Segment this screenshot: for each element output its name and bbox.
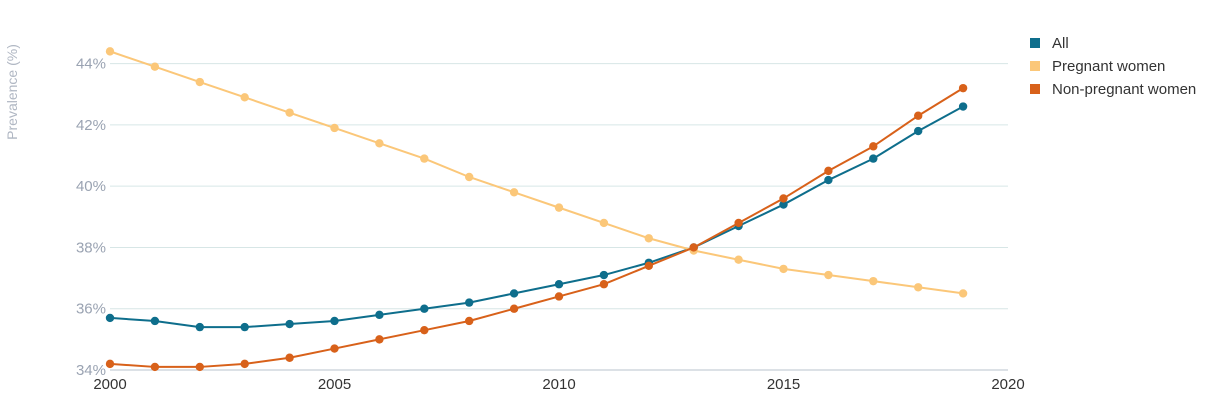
data-point-non-pregnant-women [509, 304, 519, 313]
data-point-pregnant-women [420, 154, 429, 163]
data-point-non-pregnant-women [420, 325, 429, 335]
data-point-non-pregnant-women [240, 359, 249, 369]
data-point-all [554, 280, 564, 289]
data-point-all [599, 270, 609, 280]
series-non-pregnant-women [105, 83, 968, 372]
series-line-pregnant-women [109, 50, 964, 295]
data-point-pregnant-women [958, 289, 968, 298]
data-point-non-pregnant-women [554, 292, 564, 301]
legend-label: All [1052, 35, 1069, 52]
data-point-non-pregnant-women [734, 218, 743, 228]
x-tick-label: 2015 [767, 376, 800, 393]
data-point-non-pregnant-women [689, 243, 698, 252]
data-point-non-pregnant-women [599, 280, 609, 289]
data-point-pregnant-women [599, 218, 609, 228]
legend-swatch [1030, 38, 1040, 48]
legend-label: Pregnant women [1052, 58, 1165, 75]
legend-swatch [1030, 84, 1040, 94]
data-point-pregnant-women [375, 139, 384, 148]
x-tick-label: 2020 [991, 376, 1024, 393]
data-point-all [150, 316, 160, 326]
y-tick-label: 44% [76, 56, 106, 73]
data-point-non-pregnant-women [465, 316, 474, 326]
data-point-non-pregnant-women [958, 83, 968, 93]
data-point-pregnant-women [824, 270, 833, 280]
series-group [105, 47, 968, 372]
gridlines [110, 63, 1008, 310]
data-point-non-pregnant-women [150, 362, 160, 372]
series-pregnant-women [105, 47, 968, 298]
data-point-pregnant-women [150, 62, 160, 71]
data-point-all [958, 102, 968, 111]
y-tick-label: 36% [76, 301, 106, 318]
y-axis-label: Prevalence (%) [4, 44, 20, 140]
x-tick-label: 2005 [318, 376, 351, 393]
data-point-all [420, 304, 429, 313]
y-tick-label: 38% [76, 239, 106, 256]
y-tick-label: 34% [76, 362, 106, 379]
legend: All Pregnant women Non-pregnant women [1030, 35, 1196, 98]
data-point-non-pregnant-women [779, 194, 788, 203]
data-point-all [914, 126, 923, 136]
data-point-non-pregnant-women [644, 261, 653, 271]
data-point-non-pregnant-women [285, 353, 294, 362]
data-point-all [509, 289, 519, 298]
series-all [105, 102, 968, 332]
data-point-non-pregnant-women [195, 362, 204, 372]
data-point-non-pregnant-women [824, 166, 833, 176]
data-point-pregnant-women [195, 77, 204, 87]
data-point-pregnant-women [509, 188, 519, 197]
x-axis-ticks: 2000 2005 2010 2015 2020 [93, 376, 1024, 393]
data-point-pregnant-women [465, 172, 474, 182]
data-point-non-pregnant-women [330, 344, 339, 353]
data-point-non-pregnant-women [914, 111, 923, 120]
y-tick-label: 42% [76, 117, 106, 134]
series-line-non-pregnant-women [109, 87, 964, 368]
data-point-pregnant-women [914, 283, 923, 292]
data-point-non-pregnant-women [375, 335, 384, 344]
x-tick-label: 2010 [542, 376, 575, 393]
data-point-all [375, 310, 384, 320]
x-tick-label: 2000 [93, 376, 126, 393]
y-tick-label: 40% [76, 178, 106, 195]
y-axis-ticks: 34% 36% 38% 40% 42% 44% [76, 56, 106, 379]
data-point-pregnant-women [644, 234, 653, 243]
data-point-all [465, 298, 474, 307]
data-point-all [105, 313, 115, 323]
data-point-non-pregnant-women [869, 142, 878, 151]
data-point-pregnant-women [734, 255, 743, 264]
data-point-pregnant-women [240, 93, 249, 102]
data-point-pregnant-women [330, 123, 339, 133]
legend-swatch [1030, 61, 1040, 71]
data-point-pregnant-women [869, 276, 878, 286]
data-point-pregnant-women [779, 264, 788, 274]
data-point-all [240, 322, 249, 332]
data-point-pregnant-women [285, 108, 294, 117]
series-line-all [109, 105, 964, 329]
data-point-all [824, 175, 833, 185]
data-point-all [779, 200, 788, 209]
data-point-all [869, 154, 878, 163]
data-point-all [330, 316, 339, 326]
data-point-non-pregnant-women [105, 359, 115, 369]
legend-label: Non-pregnant women [1052, 81, 1196, 98]
data-point-pregnant-women [554, 203, 564, 212]
data-point-all [285, 319, 294, 329]
data-point-pregnant-women [105, 47, 115, 56]
data-point-all [195, 322, 204, 332]
